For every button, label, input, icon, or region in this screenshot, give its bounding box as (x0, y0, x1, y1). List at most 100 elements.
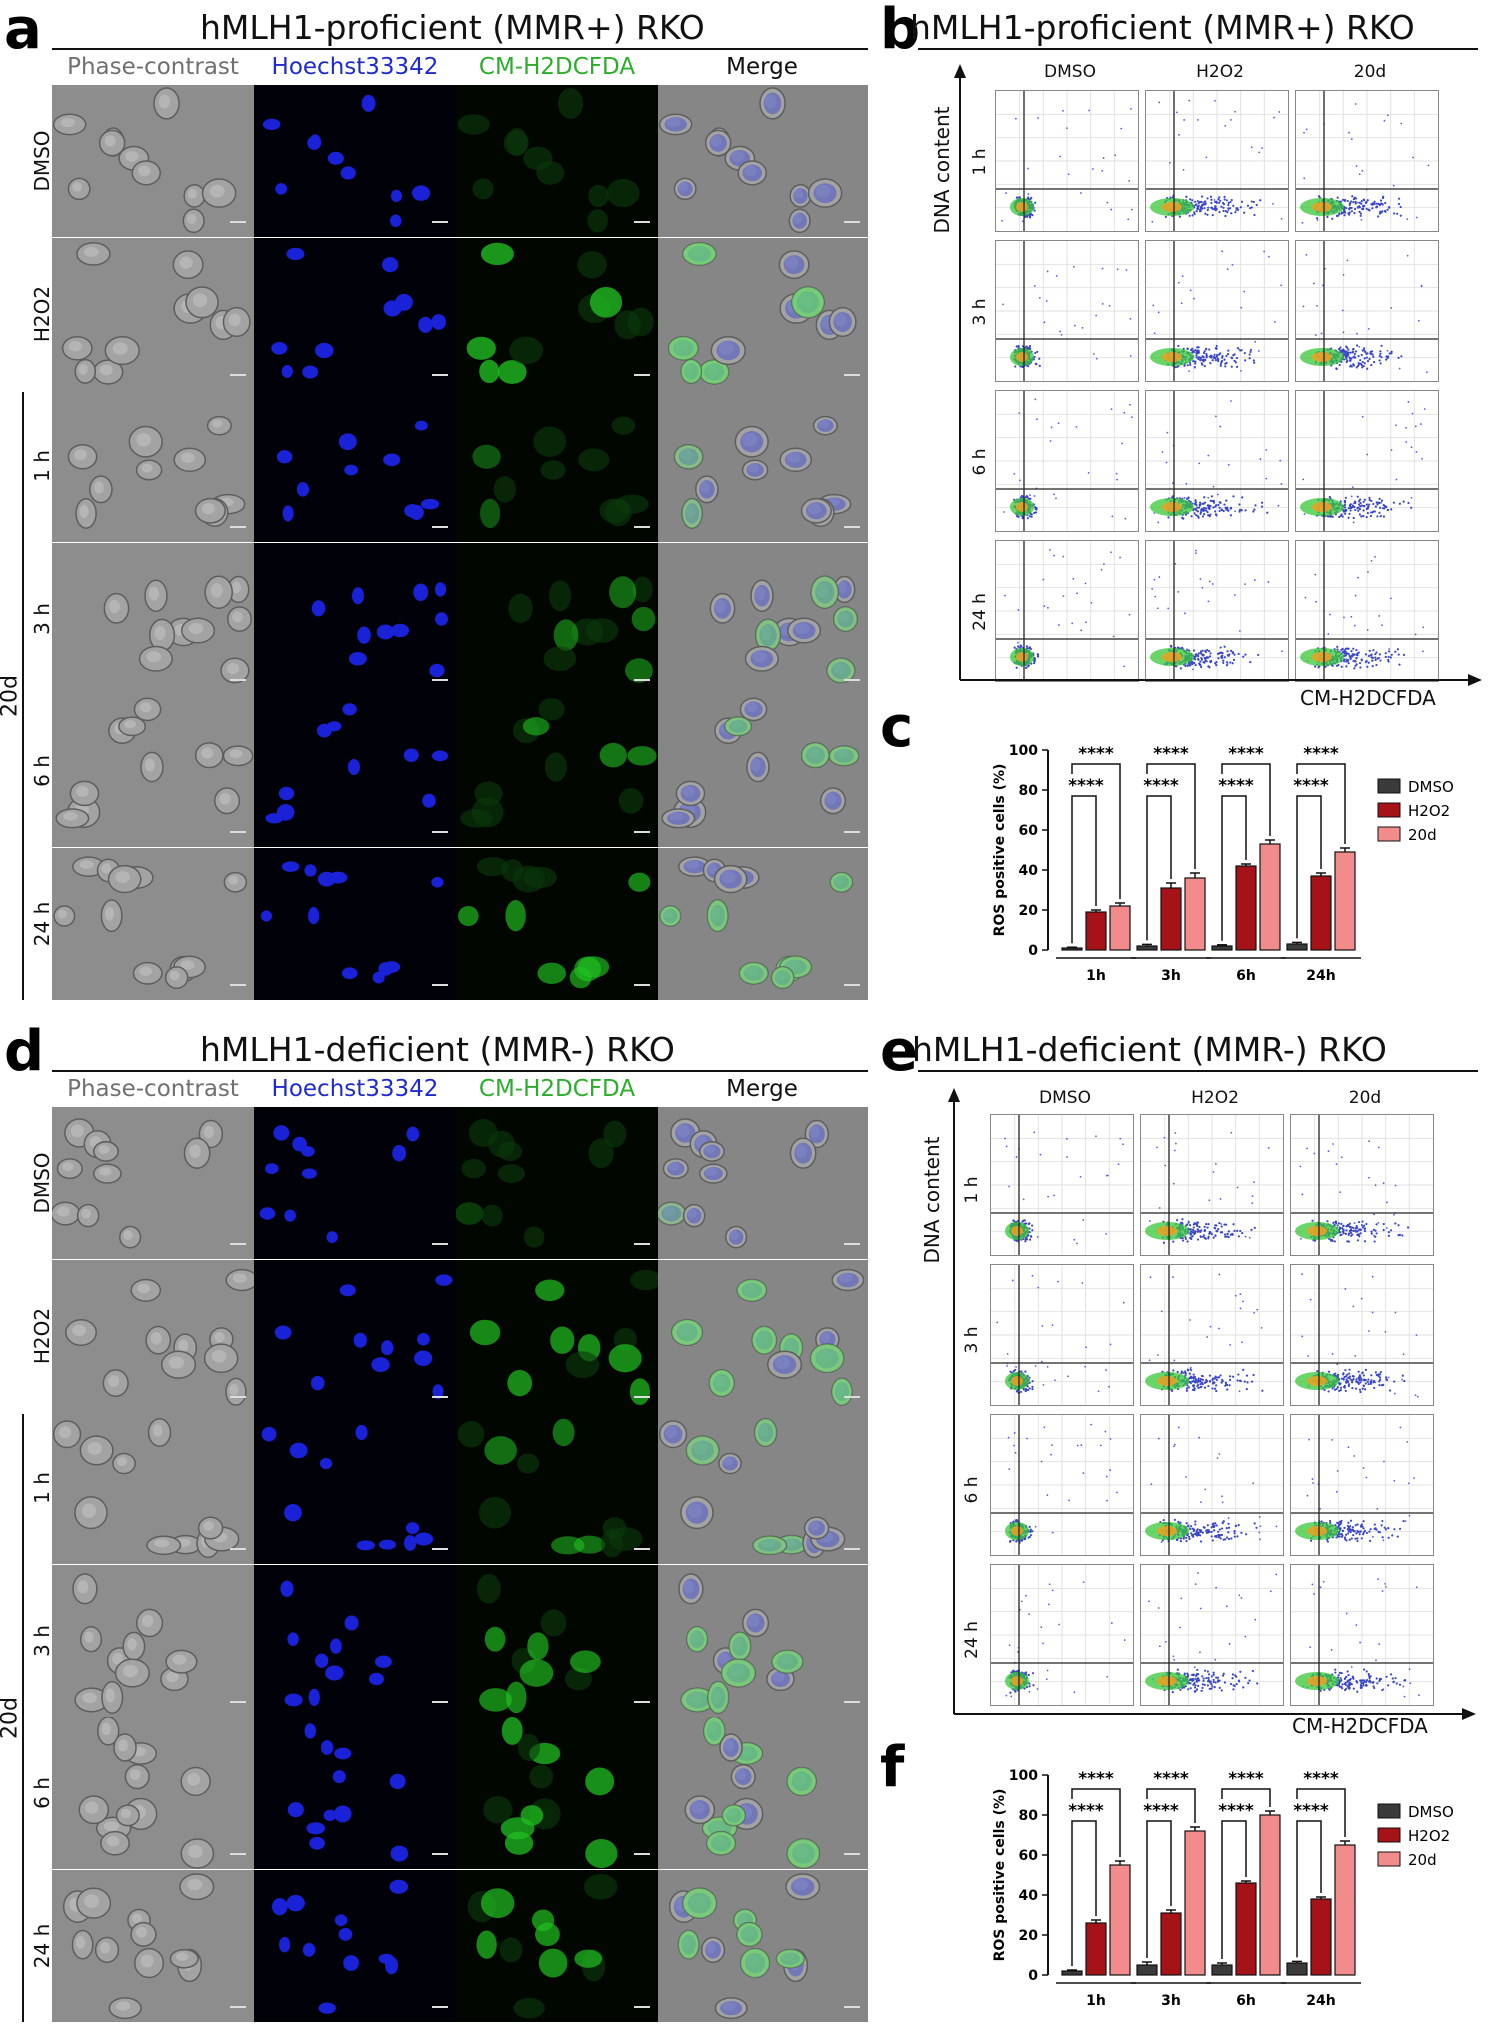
micrograph-merge-row-3 (658, 1564, 868, 1717)
micrograph-green-row-4 (456, 695, 658, 847)
flow-plot-r0-c2 (1295, 90, 1439, 232)
flow-plot-r0-c2 (1290, 1114, 1434, 1256)
flow-y-label-e: DNA content (920, 1136, 944, 1264)
chart-c-ytick-label: 40 (1019, 863, 1039, 879)
chart-c-xtick-label: 3h (1161, 968, 1181, 984)
micrograph-hoechst-row-4 (254, 1717, 456, 1869)
chart-c-ytick-label: 80 (1019, 783, 1039, 799)
flow-plot-r3-c0 (995, 540, 1139, 682)
scale-bar (844, 678, 860, 681)
col-head-hoechst: Hoechst33342 (271, 54, 439, 80)
panel-letter-f: f (880, 1735, 905, 1800)
micrograph-merge-row-0 (658, 1107, 868, 1259)
micrograph-green-row-5 (456, 847, 658, 1000)
chart-c-ytick-label: 100 (1009, 743, 1038, 759)
micrograph-merge-row-4 (658, 1717, 868, 1869)
panel-a-title: hMLH1-proficient (MMR+) RKO (200, 8, 705, 47)
flow-plot-r0-c1 (1145, 90, 1289, 232)
scale-bar (634, 1700, 650, 1703)
scale-bar (230, 1243, 246, 1245)
chart-f-bar-h2o2-3h (1160, 1912, 1182, 1976)
scale-bar (844, 1395, 860, 1398)
row-label-h2o2-text: H2O2 (30, 285, 54, 343)
row-label-1h-d: 1 h (30, 1472, 54, 1504)
chart-f-legend-label: H2O2 (1408, 1827, 1450, 1845)
chart-f-sig-label: **** (1078, 1769, 1114, 1789)
chart-c-sig-label: **** (1078, 744, 1114, 764)
micrograph-green-row-4 (456, 1717, 658, 1869)
scale-bar (634, 526, 650, 528)
micrograph-phase-row-2 (52, 390, 254, 542)
scale-bar (634, 983, 650, 986)
scale-bar (432, 2005, 448, 2008)
micrograph-phase-row-4 (52, 695, 254, 847)
chart-c-sig-label: **** (1228, 744, 1264, 764)
chart-f-xtick-label: 24h (1306, 1993, 1335, 2009)
micrograph-green-row-2 (456, 390, 658, 542)
chart-f-ylabel: ROS positive cells (%) (992, 1789, 1008, 1962)
scale-bar (634, 1853, 650, 1855)
micrograph-hoechst-row-1 (254, 237, 456, 390)
scale-bar (844, 1548, 860, 1550)
scale-bar (230, 1548, 246, 1550)
col-head-hoechst-d: Hoechst33342 (271, 1076, 439, 1102)
micrograph-phase-row-0 (52, 1107, 254, 1259)
micrograph-green-row-3 (456, 542, 658, 695)
row-label-dmso-d: DMSO (30, 1152, 54, 1214)
col-head-merge: Merge (726, 54, 798, 80)
chart-f-legend-swatch (1377, 1803, 1401, 1819)
row-label-6h: 6 h (30, 755, 54, 787)
flow-col-dmso-e: DMSO (1039, 1088, 1091, 1108)
chart-f-sig-bracket (1071, 1820, 1097, 1966)
chart-c-bar-dmso-1h (1061, 947, 1083, 951)
col-head-merge-d: Merge (726, 1076, 798, 1102)
scale-bar (230, 983, 246, 986)
flow-plot-r1-c1 (1145, 240, 1289, 382)
scale-bar (634, 678, 650, 681)
scale-bar (230, 221, 246, 223)
chart-f-bar-20d-3h (1184, 1830, 1206, 1976)
scale-bar (844, 831, 860, 833)
row-label-3h: 3 h (30, 603, 54, 635)
panel-a-rule (52, 48, 868, 50)
chart-c-sig-bracket (1146, 763, 1196, 869)
flow-plot-r0-c0 (995, 90, 1139, 232)
chart-f-sig-bracket (1296, 1820, 1322, 1958)
chart-f-legend-swatch (1377, 1827, 1401, 1843)
chart-c-legend-label: H2O2 (1408, 802, 1450, 820)
micrograph-merge-row-1 (658, 237, 868, 390)
chart-c-sig-label: **** (1143, 776, 1179, 796)
chart-f-bar-20d-24h (1334, 1844, 1356, 1976)
row-label-6h-d: 6 h (30, 1777, 54, 1809)
flow-axes-b (954, 64, 1482, 686)
scale-bar (432, 221, 448, 223)
flow-plot-r2-c2 (1290, 1414, 1434, 1556)
micrograph-phase-row-1 (52, 1259, 254, 1412)
micrograph-phase-row-3 (52, 542, 254, 695)
chart-c-ylabel: ROS positive cells (%) (992, 764, 1008, 937)
chart-f-bar-20d-6h (1259, 1814, 1281, 1976)
flow-axes-e (948, 1088, 1476, 1720)
chart-c-sig-label: **** (1303, 744, 1339, 764)
chart-c-sig-bracket (1146, 795, 1172, 941)
micrograph-phase-row-4 (52, 1717, 254, 1869)
chart-c-legend-label: DMSO (1408, 778, 1454, 796)
flow-x-label-e: CM-H2DCFDA (1292, 1714, 1428, 1738)
scale-bar (844, 1243, 860, 1245)
scale-bar (432, 1243, 448, 1245)
chart-c-legend-swatch (1377, 802, 1401, 818)
flow-plot-r1-c0 (995, 240, 1139, 382)
chart-f-sig-bracket (1221, 1788, 1271, 1807)
chart-f-ytick-label: 0 (1028, 1968, 1038, 1984)
chart-f-sig-bracket (1071, 1788, 1121, 1857)
micrograph-green-row-5 (456, 1869, 658, 2022)
scale-bar (844, 1700, 860, 1703)
chart-c-legend-swatch (1377, 778, 1401, 794)
scale-bar (844, 983, 860, 986)
chart-f-sig-label: **** (1068, 1801, 1104, 1821)
chart-c-xtick-label: 6h (1236, 968, 1256, 984)
col-head-cmh2dcfda-d: CM-H2DCFDA (478, 1076, 636, 1102)
chart-f-legend-swatch (1377, 1851, 1401, 1867)
flow-plot-r0-c1 (1140, 1114, 1284, 1256)
